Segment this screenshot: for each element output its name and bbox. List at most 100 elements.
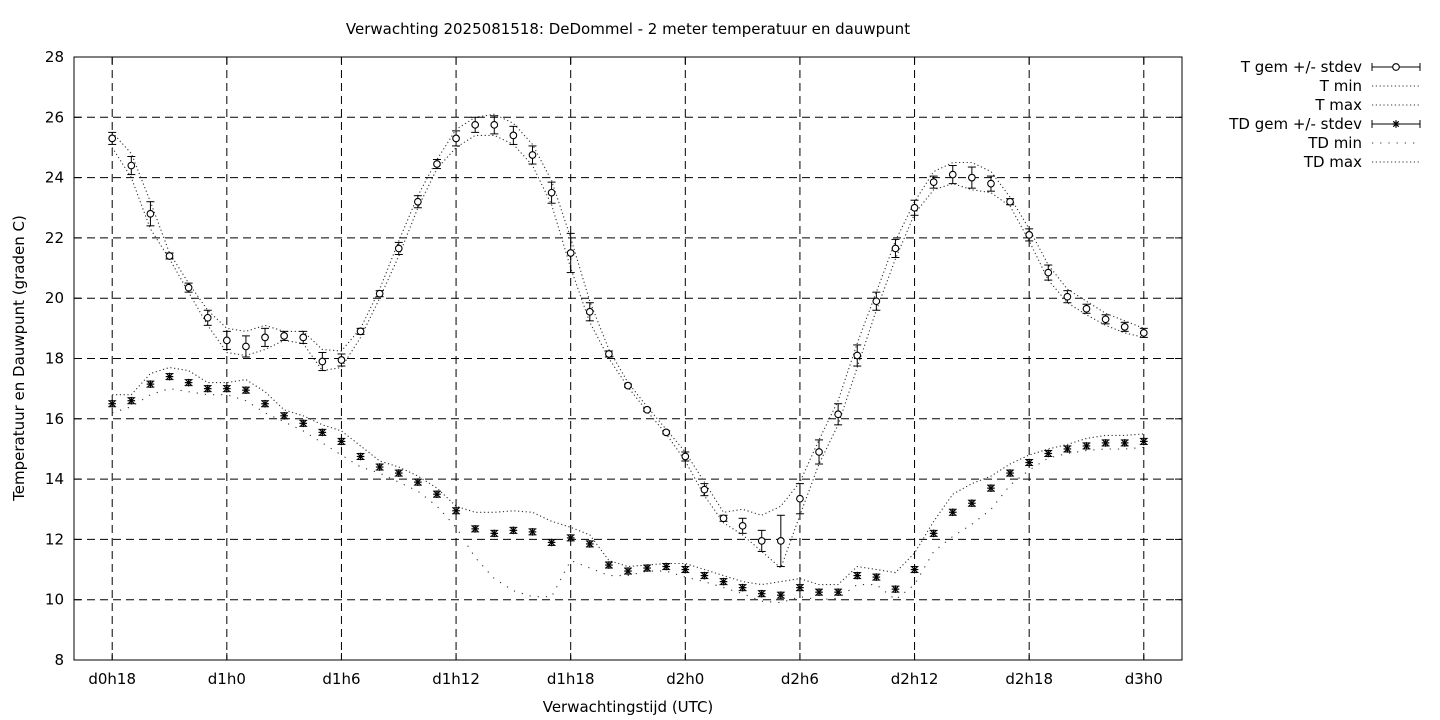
t-gem-point: [624, 381, 632, 390]
td-gem-point: [681, 565, 690, 574]
line-t-min: [111, 134, 1144, 569]
t-gem-point: [547, 188, 556, 197]
td-gem-point: [509, 526, 518, 535]
t-gem-point: [165, 252, 174, 260]
line-t-max: [111, 113, 1145, 516]
td-gem-point: [662, 562, 671, 571]
td-gem-point: [261, 399, 269, 408]
td-gem-point: [108, 399, 117, 408]
legend-label: T gem +/- stdev: [1240, 58, 1362, 76]
y-tick-label: 8: [54, 651, 64, 669]
t-gem-point: [261, 333, 269, 342]
td-gem-point: [127, 396, 136, 405]
t-gem-point: [834, 410, 842, 419]
td-gem-point: [987, 484, 995, 492]
td-gem-point: [1120, 439, 1129, 447]
legend-label: TD min: [1307, 134, 1362, 152]
td-gem-point: [299, 419, 308, 428]
td-gem-point: [318, 428, 327, 437]
t-gem-point: [471, 120, 480, 129]
t-gem-point: [490, 120, 499, 129]
t-gem-point: [662, 428, 671, 437]
td-gem-point: [223, 384, 231, 393]
t-gem-point: [796, 494, 804, 503]
t-gem-point: [1120, 322, 1129, 331]
td-gem-point: [203, 384, 212, 393]
t-gem-point: [566, 249, 575, 257]
td-gem-point: [433, 490, 441, 498]
legend-label: T min: [1319, 77, 1362, 95]
td-gem-point: [796, 583, 804, 592]
y-tick-label: 26: [45, 108, 64, 126]
legend-swatch-marker: [1392, 120, 1400, 128]
y-tick-label: 16: [45, 410, 64, 428]
x-axis-label: Verwachtingstijd (UTC): [543, 698, 714, 716]
td-gem-point: [1006, 469, 1014, 477]
td-gem-point: [280, 411, 288, 420]
x-tick-label: d2h6: [781, 670, 819, 688]
y-axis-label: Temperatuur en Dauwpunt (graden C): [10, 215, 28, 502]
t-gem-point: [337, 356, 346, 364]
t-gem-point: [318, 357, 327, 366]
x-tick-label: d2h18: [1005, 670, 1053, 688]
td-gem-point: [853, 571, 862, 580]
td-gem-point: [337, 437, 346, 446]
t-gem-point: [203, 313, 212, 322]
t-gem-point: [356, 327, 365, 336]
td-gem-point: [968, 499, 976, 508]
t-gem-point: [1101, 315, 1110, 324]
t-gem-point: [1063, 292, 1072, 301]
t-gem-point: [948, 170, 957, 179]
td-gem-point: [700, 571, 709, 580]
t-gem-point: [681, 452, 690, 461]
t-gem-point: [127, 161, 136, 170]
td-gem-point: [1063, 445, 1072, 453]
t-gem-point: [585, 307, 594, 316]
t-gem-point: [452, 134, 460, 143]
td-gem-point: [738, 583, 747, 592]
line-td-max: [112, 366, 1144, 586]
td-gem-point: [375, 463, 384, 471]
td-gem-point: [719, 577, 728, 586]
t-gem-point: [776, 537, 785, 545]
t-gem-point: [605, 350, 613, 358]
t-gem-point: [815, 448, 823, 456]
td-gem-point: [910, 565, 919, 574]
td-gem-point: [891, 585, 900, 593]
y-tick-label: 18: [45, 350, 64, 368]
t-gem-point: [280, 332, 288, 340]
x-tick-label: d1h18: [547, 670, 595, 688]
td-gem-point: [146, 380, 155, 388]
x-tick-label: d1h6: [322, 670, 360, 688]
td-gem-point: [777, 591, 785, 599]
y-tick-label: 12: [45, 530, 64, 548]
t-gem-point: [528, 151, 537, 159]
t-gem-point: [853, 351, 862, 360]
td-gem-point: [414, 478, 422, 486]
y-tick-label: 24: [45, 169, 64, 187]
td-gem-point: [1044, 449, 1053, 458]
t-gem-point: [242, 342, 250, 351]
td-gem-point: [929, 529, 938, 538]
t-gem-point: [394, 244, 403, 253]
t-gem-point: [146, 209, 155, 218]
x-tick-label: d1h0: [208, 670, 246, 688]
plot-frame: [73, 56, 1183, 661]
td-gem-point: [815, 588, 823, 596]
t-gem-point: [299, 333, 308, 342]
t-gem-point: [1082, 304, 1091, 313]
y-tick-label: 22: [45, 229, 64, 247]
td-gem-point: [624, 567, 632, 575]
t-gem-point: [987, 179, 995, 188]
line-td-min: [112, 388, 1144, 604]
t-gem-point: [1025, 231, 1034, 239]
legend-label: TD max: [1303, 153, 1362, 171]
td-gem-point: [643, 564, 651, 572]
x-tick-label: d1h12: [432, 670, 480, 688]
y-tick-label: 14: [45, 470, 64, 488]
t-gem-point: [738, 521, 747, 530]
t-gem-point: [891, 244, 900, 253]
td-gem-point: [356, 452, 365, 461]
